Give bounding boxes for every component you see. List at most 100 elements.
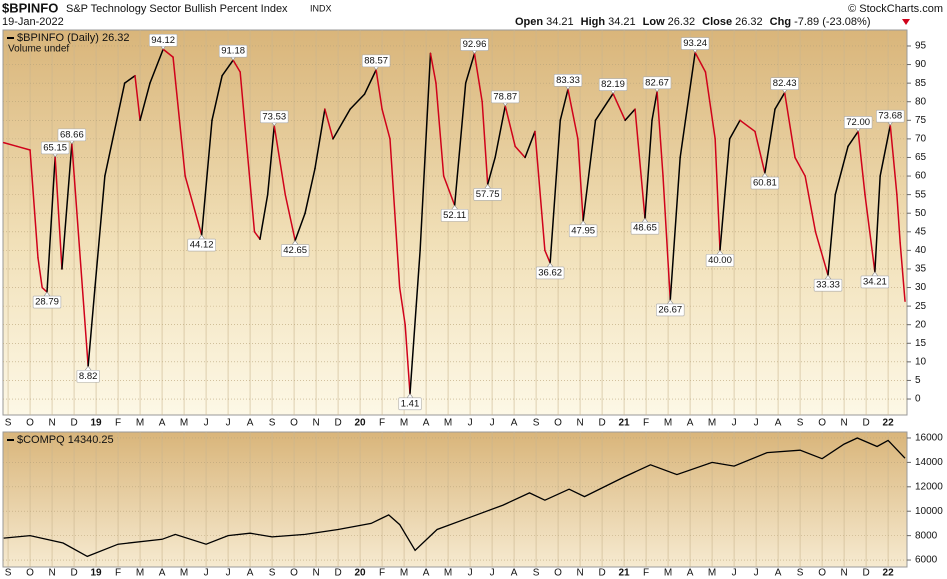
line-segment xyxy=(149,48,164,84)
x-tick-label: M xyxy=(664,568,672,579)
x-tick-label: D xyxy=(598,568,605,579)
annotation: 73.53 xyxy=(262,111,286,122)
x-tick-label: O xyxy=(290,418,298,429)
annotation: 82.67 xyxy=(645,77,669,88)
x-tick-label: J xyxy=(754,568,759,579)
line-segment xyxy=(594,92,614,122)
line-segment xyxy=(486,156,496,186)
x-tick-label: D xyxy=(70,418,77,429)
y-tick-label: 10000 xyxy=(915,506,943,517)
price-line xyxy=(3,437,906,558)
annotation-box xyxy=(76,369,100,383)
line-segment xyxy=(41,286,48,293)
annotation: 8.82 xyxy=(79,371,98,382)
annotation: 93.24 xyxy=(683,38,707,49)
x-tick-label: A xyxy=(423,568,430,579)
legend-label: $BPINFO (Daily) 26.32 xyxy=(17,32,129,44)
line-segment xyxy=(524,130,536,159)
x-tick-label: 22 xyxy=(883,568,895,579)
annotation: 78.87 xyxy=(493,91,517,102)
x-tick-label: A xyxy=(247,568,254,579)
line-segment xyxy=(889,124,898,196)
line-segment xyxy=(494,105,507,159)
line-segment xyxy=(656,91,664,177)
annotation: 33.33 xyxy=(816,280,840,291)
annotation-box xyxy=(553,74,583,87)
line-segment xyxy=(804,175,817,233)
line-segment xyxy=(728,119,741,140)
line-segment xyxy=(332,108,351,140)
line-segment xyxy=(284,193,296,242)
annotation-box xyxy=(32,295,62,309)
x-tick-label: F xyxy=(115,568,121,579)
x-tick-label: D xyxy=(862,568,869,579)
x-tick-label: A xyxy=(247,418,254,429)
annotation: 82.19 xyxy=(601,79,625,90)
x-tick-label: J xyxy=(204,418,209,429)
x-tick-label: N xyxy=(48,568,55,579)
quote-label: Chg xyxy=(770,16,791,28)
line-segment xyxy=(577,138,584,222)
line-segment xyxy=(694,51,707,73)
line-segment xyxy=(139,82,151,122)
x-tick-label: M xyxy=(664,418,672,429)
x-tick-label: A xyxy=(511,418,518,429)
annotation: 36.62 xyxy=(538,267,562,278)
line-segment xyxy=(864,193,876,273)
x-tick-label: S xyxy=(269,418,276,429)
line-segment xyxy=(435,82,445,177)
x-tick-label: A xyxy=(775,418,782,429)
y-tick-label: 14000 xyxy=(915,457,943,468)
x-tick-label: D xyxy=(70,568,77,579)
annotation: 91.18 xyxy=(221,46,245,57)
x-tick-label: J xyxy=(468,418,473,429)
line-segment xyxy=(669,156,681,301)
annotation: 28.79 xyxy=(35,297,59,308)
line-segment xyxy=(273,125,287,196)
line-segment xyxy=(239,71,256,233)
line-segment xyxy=(827,193,837,276)
line-segment xyxy=(2,141,18,148)
x-tick-label: N xyxy=(48,418,55,429)
line-segment xyxy=(544,249,551,264)
line-segment xyxy=(857,130,866,196)
x-tick-label: N xyxy=(312,568,319,579)
line-segment xyxy=(87,286,96,367)
x-tick-label: O xyxy=(818,418,826,429)
line-segment xyxy=(389,138,401,289)
x-tick-label: M xyxy=(400,418,408,429)
line-segment xyxy=(398,286,406,326)
line-segment xyxy=(847,130,859,148)
line-segment xyxy=(266,125,276,196)
x-tick-label: S xyxy=(797,568,804,579)
x-tick-label: N xyxy=(840,568,847,579)
x-tick-label: F xyxy=(643,418,649,429)
x-tick-label: O xyxy=(554,568,562,579)
line-segment xyxy=(754,130,766,174)
line-segment xyxy=(409,249,421,395)
x-tick-label: 22 xyxy=(883,418,895,429)
line-segment xyxy=(375,69,383,110)
x-tick-label: J xyxy=(226,418,231,429)
quote-value: -7.89 (-23.08%) xyxy=(794,16,870,28)
line-segment xyxy=(783,91,796,159)
line-segment xyxy=(714,138,721,252)
line-segment xyxy=(481,100,489,186)
annotation: 82.43 xyxy=(773,78,797,89)
x-tick-label: O xyxy=(290,568,298,579)
line-segment xyxy=(834,145,849,196)
annotation: 73.68 xyxy=(878,111,902,122)
y-tick-label: 95 xyxy=(915,41,927,52)
annotation-box xyxy=(598,78,628,91)
annotation-box xyxy=(680,37,710,50)
x-tick-label: 19 xyxy=(90,418,102,429)
annotation-box xyxy=(57,128,87,142)
x-tick-label: N xyxy=(576,568,583,579)
annotation: 1.41 xyxy=(401,398,420,409)
annotation: 34.21 xyxy=(863,276,887,287)
exchange: INDX xyxy=(310,3,332,13)
line-segment xyxy=(429,52,437,84)
line-segment xyxy=(162,48,174,58)
line-segment xyxy=(514,145,526,159)
quote-label: Open xyxy=(515,16,543,28)
